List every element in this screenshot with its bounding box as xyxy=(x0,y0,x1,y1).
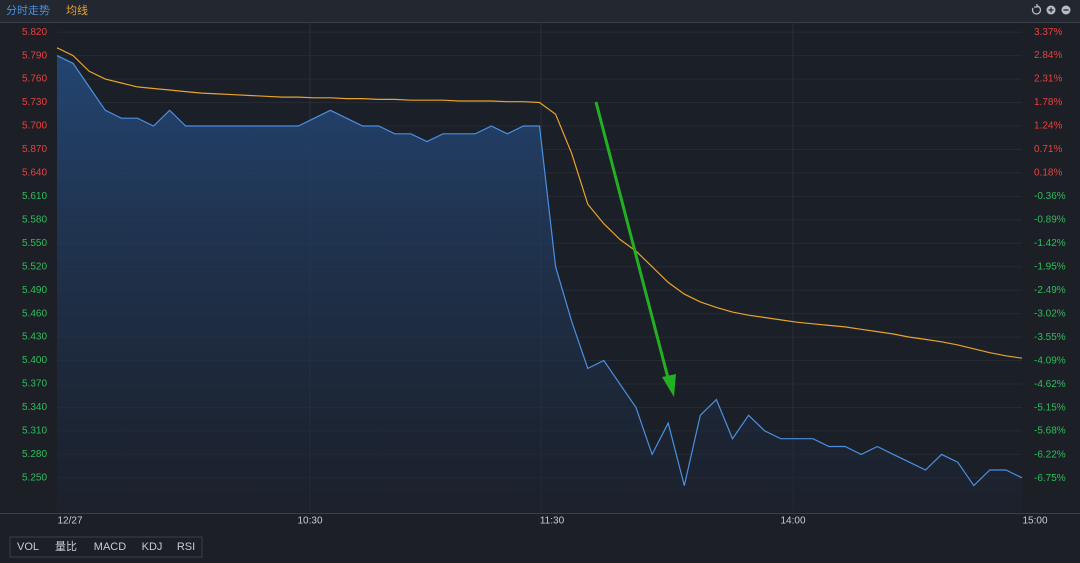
tab-bar xyxy=(9,536,203,558)
annotation-arrow xyxy=(594,101,670,379)
y-tick-label: 5.400 xyxy=(22,355,47,366)
y2-tick-label: 0.18% xyxy=(1034,167,1062,178)
y2-tick-label: -0.36% xyxy=(1034,191,1066,202)
y2-tick-label: 3.37% xyxy=(1034,27,1062,38)
legend-label: 分时走势 xyxy=(6,4,50,17)
y2-tick-label: 2.84% xyxy=(1034,50,1062,61)
y-tick-label: 5.520 xyxy=(22,261,47,272)
y2-tick-label: -2.49% xyxy=(1034,285,1066,296)
y-tick-label: 5.700 xyxy=(22,121,47,132)
annotation-arrowhead xyxy=(662,374,676,397)
price-area xyxy=(57,55,1022,513)
y2-tick-label: 2.31% xyxy=(1034,73,1062,84)
y2-tick-label: -0.89% xyxy=(1034,215,1066,226)
tab[interactable]: KDJ xyxy=(142,541,163,553)
zoom-in-glyph xyxy=(1048,7,1054,13)
x-tick-label: 15:00 xyxy=(1022,516,1047,527)
y-tick-label: 5.280 xyxy=(22,449,47,460)
y2-tick-label: -1.95% xyxy=(1034,261,1066,272)
x-tick-label: 10:30 xyxy=(297,516,322,527)
y-tick-label: 5.490 xyxy=(22,285,47,296)
toolbar-icons[interactable] xyxy=(1031,4,1071,15)
y-tick-label: 5.790 xyxy=(22,50,47,61)
reset-icon[interactable] xyxy=(1031,4,1042,15)
y-tick-label: 5.340 xyxy=(22,402,47,413)
x-tick-label: 14:00 xyxy=(780,516,805,527)
y-tick-label: 5.820 xyxy=(22,27,47,38)
y-tick-label: 5.760 xyxy=(22,74,47,85)
y-tick-label: 5.310 xyxy=(22,426,47,437)
series-line xyxy=(56,47,1023,359)
y-tick-label: 5.580 xyxy=(22,214,47,225)
y-tick-label: 5.610 xyxy=(22,191,47,202)
y2-tick-label: -1.42% xyxy=(1034,238,1066,249)
toolbar xyxy=(0,0,1080,22)
y2-tick-label: -6.22% xyxy=(1034,449,1066,460)
y2-tick-label: -4.09% xyxy=(1034,356,1066,367)
y-tick-label: 5.640 xyxy=(22,168,47,179)
y2-tick-label: 1.78% xyxy=(1034,97,1062,108)
tab[interactable]: RSI xyxy=(177,541,195,553)
indicator-tabs: VOL 量比 MACD KDJ RSI xyxy=(9,536,203,558)
y2-tick-label: -4.62% xyxy=(1034,379,1066,390)
y-tick-label: 5.460 xyxy=(22,308,47,319)
y2-tick-label: -6.75% xyxy=(1034,473,1066,484)
y2-tick-label: -5.15% xyxy=(1034,402,1066,413)
y2-tick-label: 1.24% xyxy=(1034,121,1062,132)
x-tick-label: 12/27 xyxy=(57,516,82,527)
y2-tick-label: 0.71% xyxy=(1034,144,1062,155)
tab[interactable]: 量比 xyxy=(55,540,77,553)
y-tick-label: 5.250 xyxy=(22,472,47,483)
tab[interactable]: MACD xyxy=(94,541,126,553)
y-tick-label: 5.430 xyxy=(22,332,47,343)
legend-label: 均线 xyxy=(66,3,88,17)
y-tick-label: 5.730 xyxy=(22,97,47,108)
y2-tick-label: -3.55% xyxy=(1034,332,1066,343)
y-tick-label: 5.370 xyxy=(22,379,47,390)
x-tick-label: 11:30 xyxy=(540,516,565,527)
y2-tick-label: -5.68% xyxy=(1034,426,1066,437)
y2-tick-label: -3.02% xyxy=(1034,308,1066,319)
series-line xyxy=(56,55,1023,487)
y-tick-label: 5.870 xyxy=(22,144,47,155)
y-tick-label: 5.550 xyxy=(22,238,47,249)
tab[interactable]: VOL xyxy=(17,541,39,553)
